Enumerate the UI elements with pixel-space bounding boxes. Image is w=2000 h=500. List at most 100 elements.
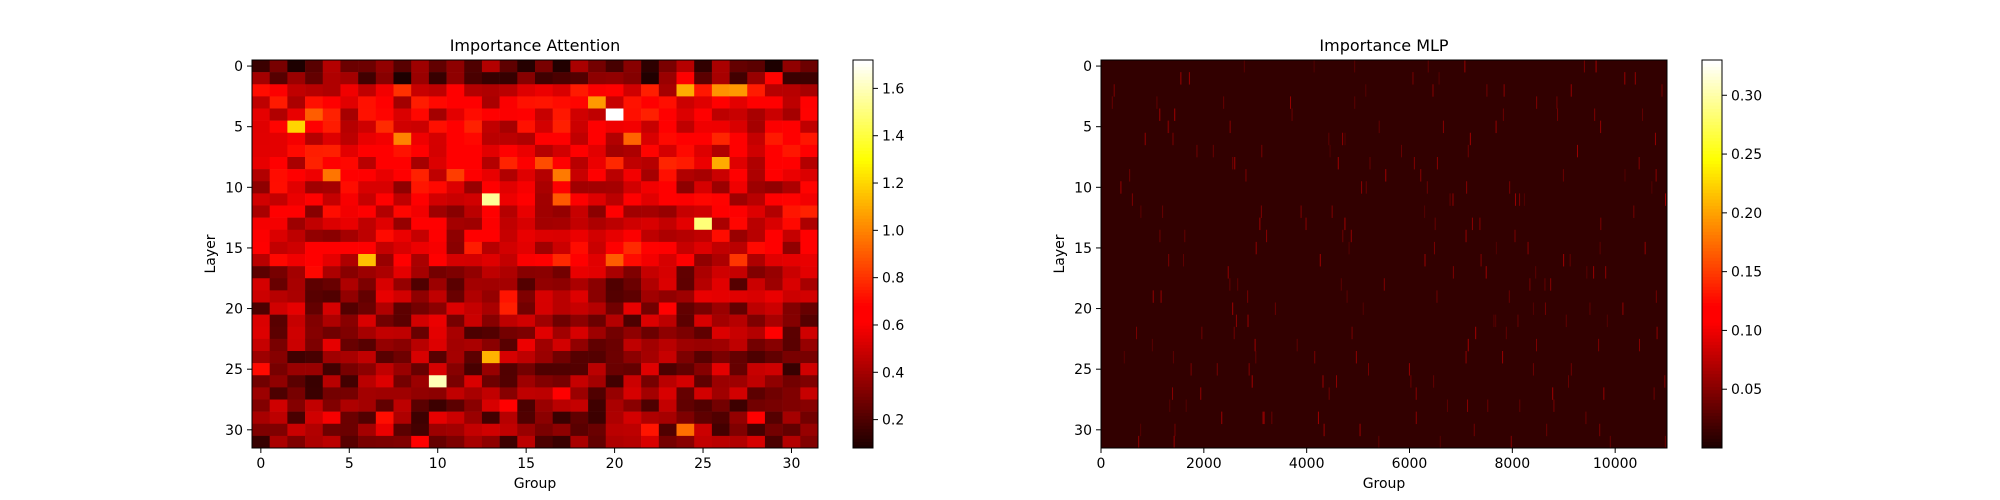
- heatmap-cell: [552, 278, 571, 291]
- heatmap-cell: [1583, 60, 1585, 73]
- heatmap-cell: [428, 132, 447, 146]
- heatmap-cell: [1262, 411, 1264, 425]
- heatmap-cell: [252, 399, 270, 412]
- heatmap-cell: [1200, 387, 1202, 400]
- colorbar-segment: [853, 202, 873, 206]
- colorbar-segment: [1702, 383, 1722, 388]
- heatmap-cell: [375, 193, 394, 206]
- heatmap-cell: [269, 278, 288, 291]
- heatmap-cell: [446, 375, 465, 388]
- heatmap-cell: [1622, 302, 1624, 315]
- heatmap-cell: [464, 411, 483, 425]
- heatmap-cell: [269, 254, 288, 267]
- colorbar-segment: [1702, 72, 1722, 77]
- heatmap-cell: [252, 411, 270, 425]
- heatmap-cell: [782, 229, 801, 243]
- heatmap-cell: [305, 290, 324, 303]
- heatmap-cell: [1436, 157, 1438, 170]
- colorbar-segment: [853, 425, 873, 430]
- heatmap-cell: [428, 229, 447, 243]
- attention-y-label: Layer: [203, 234, 219, 273]
- heatmap-cell: [1168, 120, 1170, 134]
- heatmap-cell: [641, 229, 660, 243]
- heatmap-cell: [481, 108, 500, 121]
- heatmap-cell: [322, 193, 341, 206]
- heatmap-cell: [782, 423, 801, 437]
- heatmap-cell: [658, 169, 677, 182]
- heatmap-cell: [411, 169, 430, 182]
- heatmap-cell: [764, 266, 783, 279]
- heatmap-cell: [499, 157, 518, 170]
- colorbar-segment: [853, 234, 873, 239]
- heatmap-cell: [782, 290, 801, 303]
- heatmap-cell: [1415, 411, 1417, 425]
- heatmap-cell: [623, 72, 642, 85]
- heatmap-cell: [481, 411, 500, 425]
- heatmap-cell: [676, 435, 695, 449]
- heatmap-cell: [358, 169, 377, 182]
- x-tick-label: 15: [517, 456, 535, 472]
- heatmap-cell: [411, 60, 430, 73]
- heatmap-cell: [358, 411, 377, 425]
- heatmap-cell: [340, 326, 359, 340]
- heatmap-cell: [305, 399, 324, 412]
- heatmap-cell: [499, 326, 518, 340]
- colorbar-segment: [1702, 66, 1722, 71]
- heatmap-cell: [517, 314, 536, 328]
- heatmap-cell: [711, 411, 730, 425]
- heatmap-cell: [517, 387, 536, 400]
- heatmap-cell: [570, 120, 589, 134]
- heatmap-cell: [1510, 435, 1512, 449]
- heatmap-cell: [517, 351, 536, 364]
- heatmap-cell: [517, 423, 536, 437]
- colorbar-tick-label: 0.2: [882, 413, 904, 429]
- heatmap-cell: [411, 96, 430, 109]
- heatmap-cell: [481, 326, 500, 340]
- heatmap-cell: [658, 229, 677, 243]
- heatmap-cell: [676, 423, 695, 437]
- heatmap-cell: [729, 338, 748, 352]
- heatmap-cell: [1227, 266, 1229, 279]
- colorbar-segment: [853, 186, 873, 190]
- heatmap-cell: [393, 60, 412, 73]
- heatmap-cell: [499, 193, 518, 206]
- heatmap-cell: [499, 278, 518, 291]
- heatmap-cell: [252, 132, 270, 146]
- heatmap-cell: [517, 108, 536, 121]
- heatmap-cell: [535, 96, 553, 109]
- heatmap-cell: [570, 375, 589, 388]
- heatmap-cell: [428, 399, 447, 412]
- heatmap-cell: [676, 60, 695, 73]
- heatmap-cell: [605, 423, 624, 437]
- heatmap-cell: [588, 326, 607, 340]
- heatmap-cell: [340, 278, 359, 291]
- heatmap-cell: [428, 363, 447, 376]
- heatmap-cell: [1624, 169, 1626, 182]
- heatmap-cell: [464, 314, 483, 328]
- colorbar-segment: [1702, 192, 1722, 197]
- heatmap-cell: [800, 254, 819, 267]
- heatmap-cell: [481, 132, 500, 146]
- heatmap-cell: [1514, 193, 1516, 206]
- heatmap-cell: [411, 411, 430, 425]
- heatmap-cell: [1234, 157, 1236, 170]
- heatmap-cell: [1248, 363, 1250, 376]
- heatmap-cell: [358, 96, 377, 109]
- heatmap-cell: [252, 169, 270, 182]
- heatmap-cell: [340, 205, 359, 218]
- heatmap-cell: [605, 60, 624, 73]
- colorbar-segment: [853, 98, 873, 103]
- heatmap-cell: [446, 435, 465, 449]
- heatmap-cell: [287, 375, 306, 388]
- x-tick-label: 0: [256, 456, 265, 472]
- heatmap-cell: [305, 193, 324, 206]
- x-tick-label: 25: [694, 456, 712, 472]
- heatmap-cell: [322, 266, 341, 279]
- heatmap-cell: [340, 169, 359, 182]
- heatmap-cell: [269, 96, 288, 109]
- heatmap-cell: [322, 351, 341, 364]
- heatmap-cell: [464, 423, 483, 437]
- heatmap-cell: [322, 387, 341, 400]
- colorbar-segment: [1702, 157, 1722, 161]
- heatmap-cell: [782, 338, 801, 352]
